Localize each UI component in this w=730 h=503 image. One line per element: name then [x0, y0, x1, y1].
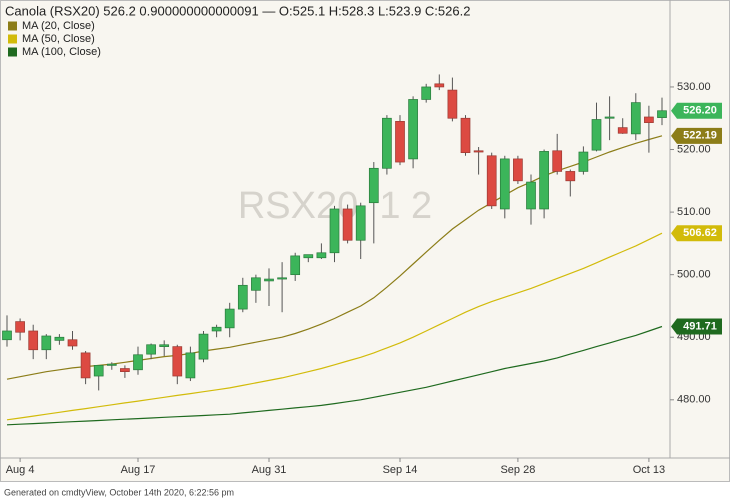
candle-body [473, 150, 484, 153]
candle-body [591, 119, 602, 151]
price-tag-label: 506.62 [683, 227, 717, 239]
x-tick-label: Oct 13 [633, 464, 665, 476]
candle-body [133, 354, 143, 371]
candle-body [329, 208, 340, 254]
candle-body [382, 117, 392, 169]
y-tick-label: 480.00 [677, 394, 711, 406]
x-tick-label: Sep 28 [500, 464, 535, 476]
candle-body [630, 102, 641, 135]
legend-label: MA (100, Close) [22, 46, 101, 58]
candle-body [526, 181, 536, 210]
x-tick-label: Aug 4 [6, 464, 35, 476]
candle-body [565, 171, 576, 182]
candle-body [604, 116, 615, 119]
candle-body [499, 158, 510, 210]
legend-swatch [8, 21, 17, 31]
candle-body [237, 284, 248, 310]
candle-body [578, 151, 589, 172]
y-tick-label: 530.00 [677, 81, 711, 93]
candle-body [28, 330, 39, 351]
candle-body [120, 368, 130, 373]
legend-label: MA (20, Close) [22, 20, 95, 32]
y-tick-label: 510.00 [677, 206, 711, 218]
candle-body [342, 208, 353, 241]
candle-body [15, 321, 25, 333]
candle-body [513, 158, 523, 182]
candle-body [185, 352, 196, 379]
x-tick-label: Sep 14 [383, 464, 418, 476]
candle-body [644, 116, 654, 123]
price-tag [671, 127, 722, 144]
candle-body [395, 121, 405, 163]
candle-body [277, 277, 287, 280]
candle-body [460, 117, 471, 154]
price-tag [671, 318, 722, 335]
candle-body [93, 365, 104, 377]
chart-title: Canola (RSX20) 526.2 0.900000000000091 —… [5, 3, 470, 18]
candle-body [368, 167, 379, 204]
price-tag [671, 102, 722, 119]
candle-body [303, 254, 314, 259]
legend-swatch [8, 34, 17, 44]
candle-body [539, 151, 549, 210]
candle-body [224, 308, 235, 329]
candle-body [211, 326, 222, 332]
y-tick-label: 500.00 [677, 269, 711, 281]
candle-body [290, 255, 301, 276]
candle-body [54, 336, 65, 341]
legend-label: MA (50, Close) [22, 33, 95, 45]
candle-body [408, 99, 418, 160]
candle-body [67, 339, 78, 347]
x-tick-label: Aug 17 [121, 464, 156, 476]
candle-body [552, 150, 563, 172]
y-tick-label: 520.00 [677, 143, 711, 155]
candle-body [434, 83, 445, 88]
candle-body [486, 155, 497, 207]
candle-body [41, 335, 52, 351]
candle-body [106, 363, 117, 366]
candle-body [617, 127, 628, 134]
candle-body [264, 278, 274, 282]
candle-body [146, 344, 156, 355]
price-tag-label: 522.19 [683, 130, 717, 142]
legend-swatch [8, 47, 17, 57]
candle-body [355, 205, 366, 241]
candle-body [2, 330, 12, 341]
footer: Generated on cmdtyView, October 14th 202… [4, 487, 234, 497]
candle-body [251, 277, 261, 291]
candle-body [198, 333, 209, 360]
price-tag-label: 491.71 [683, 320, 717, 332]
candle-body [172, 346, 183, 377]
candle-body [421, 86, 432, 100]
candle-body [447, 89, 458, 119]
candle-body [80, 352, 91, 379]
candle-body [159, 344, 170, 347]
ma-line [6, 232, 663, 421]
price-tag [671, 225, 722, 242]
ma-line [6, 325, 663, 426]
candle-body [657, 110, 667, 118]
chart-background [0, 0, 730, 482]
price-tag-label: 526.20 [683, 105, 717, 117]
x-tick-label: Aug 31 [252, 464, 287, 476]
ma-line [6, 135, 663, 380]
candle-body [316, 252, 327, 259]
